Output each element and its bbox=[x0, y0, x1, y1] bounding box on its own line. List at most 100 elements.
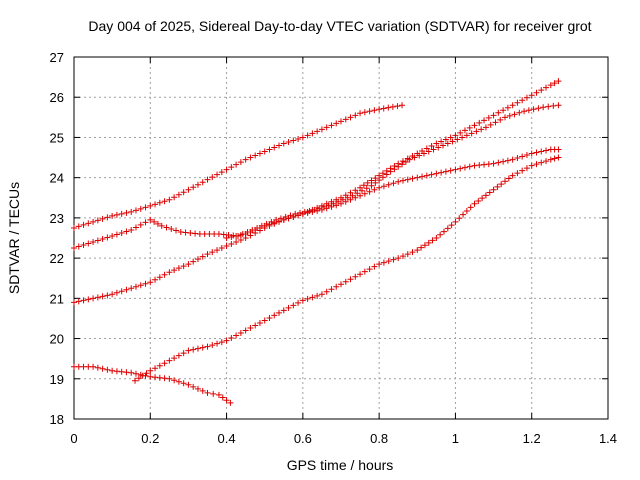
data-point-marker bbox=[504, 104, 511, 111]
data-point-marker bbox=[142, 219, 149, 226]
chart-title: Day 004 of 2025, Sidereal Day-to-day VTE… bbox=[88, 18, 591, 34]
data-point-marker bbox=[479, 195, 486, 202]
data-point-marker bbox=[333, 283, 340, 290]
data-point-marker bbox=[219, 394, 226, 401]
data-point-marker bbox=[358, 187, 365, 194]
data-point-marker bbox=[128, 226, 135, 233]
data-point-marker bbox=[109, 232, 116, 239]
data-point-marker bbox=[419, 173, 426, 180]
data-point-marker bbox=[252, 226, 259, 233]
data-point-marker bbox=[132, 224, 139, 231]
data-point-marker bbox=[137, 282, 144, 289]
data-point-marker bbox=[354, 190, 361, 197]
data-point-marker bbox=[223, 337, 230, 344]
data-point-marker bbox=[357, 110, 364, 117]
data-point-marker bbox=[109, 291, 116, 298]
data-point-marker bbox=[210, 390, 217, 397]
data-point-marker bbox=[194, 256, 201, 263]
data-point-marker bbox=[237, 159, 244, 166]
data-point-marker bbox=[338, 200, 344, 207]
data-point-marker bbox=[409, 153, 416, 160]
data-point-marker bbox=[521, 108, 528, 115]
data-point-marker bbox=[135, 375, 142, 382]
data-point-marker bbox=[166, 375, 173, 382]
data-point-marker bbox=[468, 130, 475, 137]
data-point-marker bbox=[438, 169, 445, 176]
data-point-marker bbox=[433, 235, 440, 241]
data-point-marker bbox=[177, 228, 184, 235]
data-point-marker bbox=[395, 178, 402, 185]
data-point-marker bbox=[175, 352, 182, 359]
data-point-marker bbox=[147, 373, 154, 380]
data-point-marker bbox=[419, 148, 426, 155]
data-point-marker bbox=[371, 107, 378, 114]
data-point-marker bbox=[555, 102, 562, 109]
data-point-marker bbox=[404, 176, 411, 183]
data-point-marker bbox=[379, 170, 386, 177]
data-point-marker bbox=[152, 365, 159, 372]
data-point-marker bbox=[361, 268, 368, 275]
data-point-marker bbox=[147, 367, 154, 374]
y-tick-label: 23 bbox=[50, 211, 64, 226]
data-point-marker bbox=[523, 152, 530, 159]
data-point-marker bbox=[161, 271, 168, 278]
data-point-marker bbox=[182, 229, 189, 236]
data-point-marker bbox=[137, 205, 144, 212]
data-point-marker bbox=[390, 180, 397, 187]
data-point-marker bbox=[473, 128, 480, 135]
data-point-marker bbox=[429, 237, 436, 244]
data-point-marker bbox=[175, 191, 182, 198]
series-track-6 bbox=[223, 146, 562, 241]
data-point-marker bbox=[80, 297, 87, 304]
data-point-marker bbox=[495, 159, 502, 166]
data-point-marker bbox=[523, 165, 530, 172]
data-point-marker bbox=[368, 182, 375, 189]
data-point-marker bbox=[352, 194, 359, 201]
y-tick-label: 20 bbox=[50, 332, 64, 347]
data-point-marker bbox=[147, 202, 154, 209]
data-point-marker bbox=[440, 228, 447, 235]
data-point-marker bbox=[261, 317, 268, 324]
data-point-marker bbox=[194, 385, 201, 392]
data-point-marker bbox=[461, 127, 468, 134]
data-point-marker bbox=[166, 357, 173, 364]
x-tick-label: 0.6 bbox=[294, 431, 312, 446]
x-tick-label: 1.4 bbox=[599, 431, 617, 446]
data-point-marker bbox=[190, 383, 197, 390]
data-point-marker bbox=[395, 160, 402, 167]
data-point-marker bbox=[233, 332, 240, 339]
data-point-marker bbox=[414, 247, 421, 254]
data-point-marker bbox=[433, 140, 440, 147]
data-point-marker bbox=[509, 172, 516, 179]
data-point-marker bbox=[385, 258, 392, 265]
data-point-marker bbox=[204, 343, 211, 350]
data-point-marker bbox=[199, 253, 206, 260]
y-tick-label: 26 bbox=[50, 90, 64, 105]
data-point-marker bbox=[347, 189, 354, 196]
data-point-marker bbox=[461, 164, 468, 171]
data-point-marker bbox=[376, 106, 383, 113]
axis-ticks bbox=[73, 56, 609, 420]
data-point-marker bbox=[333, 196, 340, 203]
data-point-marker bbox=[428, 171, 435, 178]
data-point-marker bbox=[90, 239, 97, 246]
data-point-marker bbox=[444, 140, 451, 147]
data-point-marker bbox=[460, 211, 467, 218]
data-point-marker bbox=[228, 241, 235, 248]
data-point-marker bbox=[352, 187, 359, 194]
data-point-marker bbox=[242, 327, 249, 334]
series-track-5 bbox=[132, 154, 562, 384]
data-point-marker bbox=[152, 374, 159, 381]
data-point-marker bbox=[423, 172, 430, 179]
data-point-marker bbox=[435, 144, 442, 151]
data-point-marker bbox=[414, 174, 421, 181]
data-point-marker bbox=[228, 164, 235, 171]
data-point-marker bbox=[180, 263, 187, 270]
data-point-marker bbox=[525, 107, 532, 114]
data-point-marker bbox=[204, 251, 211, 258]
data-point-marker bbox=[223, 166, 230, 173]
data-point-marker bbox=[402, 158, 409, 165]
data-point-marker bbox=[109, 212, 116, 219]
data-point-marker bbox=[266, 146, 273, 153]
